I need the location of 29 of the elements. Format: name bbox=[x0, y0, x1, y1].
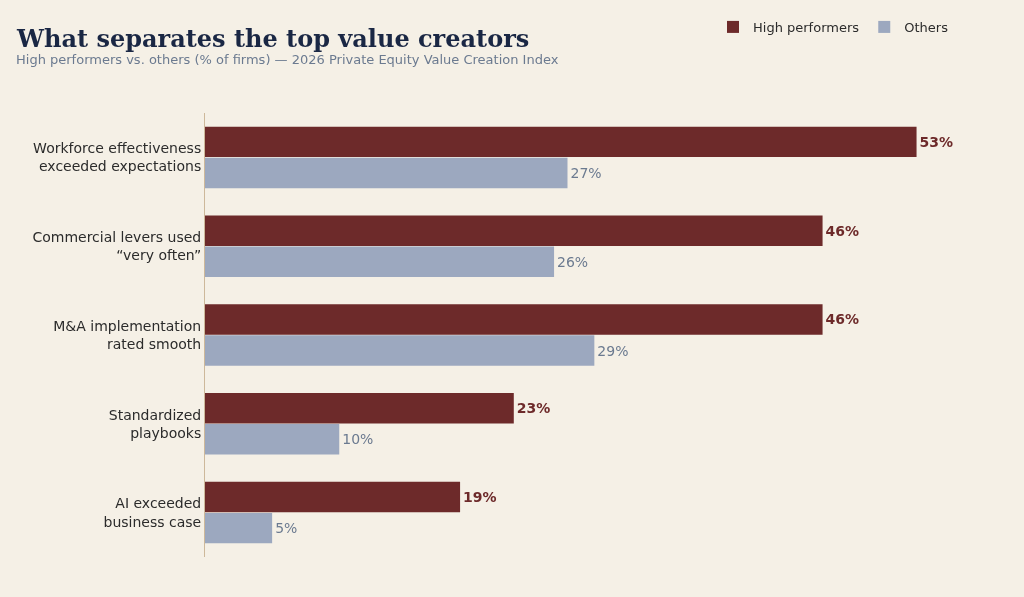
bar bbox=[205, 304, 823, 335]
data-label: 46% bbox=[825, 222, 860, 239]
bar bbox=[205, 424, 340, 455]
bar bbox=[205, 126, 917, 158]
data-label: 10% bbox=[342, 431, 374, 448]
legend-label: Others bbox=[904, 19, 949, 35]
bar bbox=[205, 215, 823, 246]
data-label: 5% bbox=[275, 520, 298, 537]
y-tick-label: Commercial levers used “very often” bbox=[32, 229, 202, 264]
chart-title: What separates the top value creators bbox=[16, 24, 530, 53]
data-label: 19% bbox=[463, 489, 497, 506]
y-tick-label: AI exceeded business case bbox=[103, 495, 202, 530]
chart-subtitle: High performers vs. others (% of firms) — 2026 Private Equity Value Creation Index bbox=[16, 52, 559, 67]
data-label: 53% bbox=[919, 133, 954, 150]
data-label: 23% bbox=[516, 400, 551, 417]
legend-label: High performers bbox=[753, 19, 860, 35]
bar bbox=[205, 157, 568, 189]
y-tick-label: Standardized playbooks bbox=[108, 406, 202, 441]
bar bbox=[205, 335, 595, 366]
bar bbox=[205, 512, 273, 544]
data-label: 26% bbox=[557, 253, 589, 270]
data-label: 29% bbox=[597, 342, 629, 359]
data-label: 27% bbox=[570, 164, 602, 181]
bar bbox=[205, 393, 514, 424]
bar bbox=[205, 246, 555, 277]
y-tick-label: M&A implementation rated smooth bbox=[53, 317, 202, 352]
bar bbox=[205, 481, 461, 513]
y-tick-label: Workforce effectiveness exceeded expectations bbox=[33, 140, 202, 175]
data-label: 46% bbox=[825, 311, 860, 328]
